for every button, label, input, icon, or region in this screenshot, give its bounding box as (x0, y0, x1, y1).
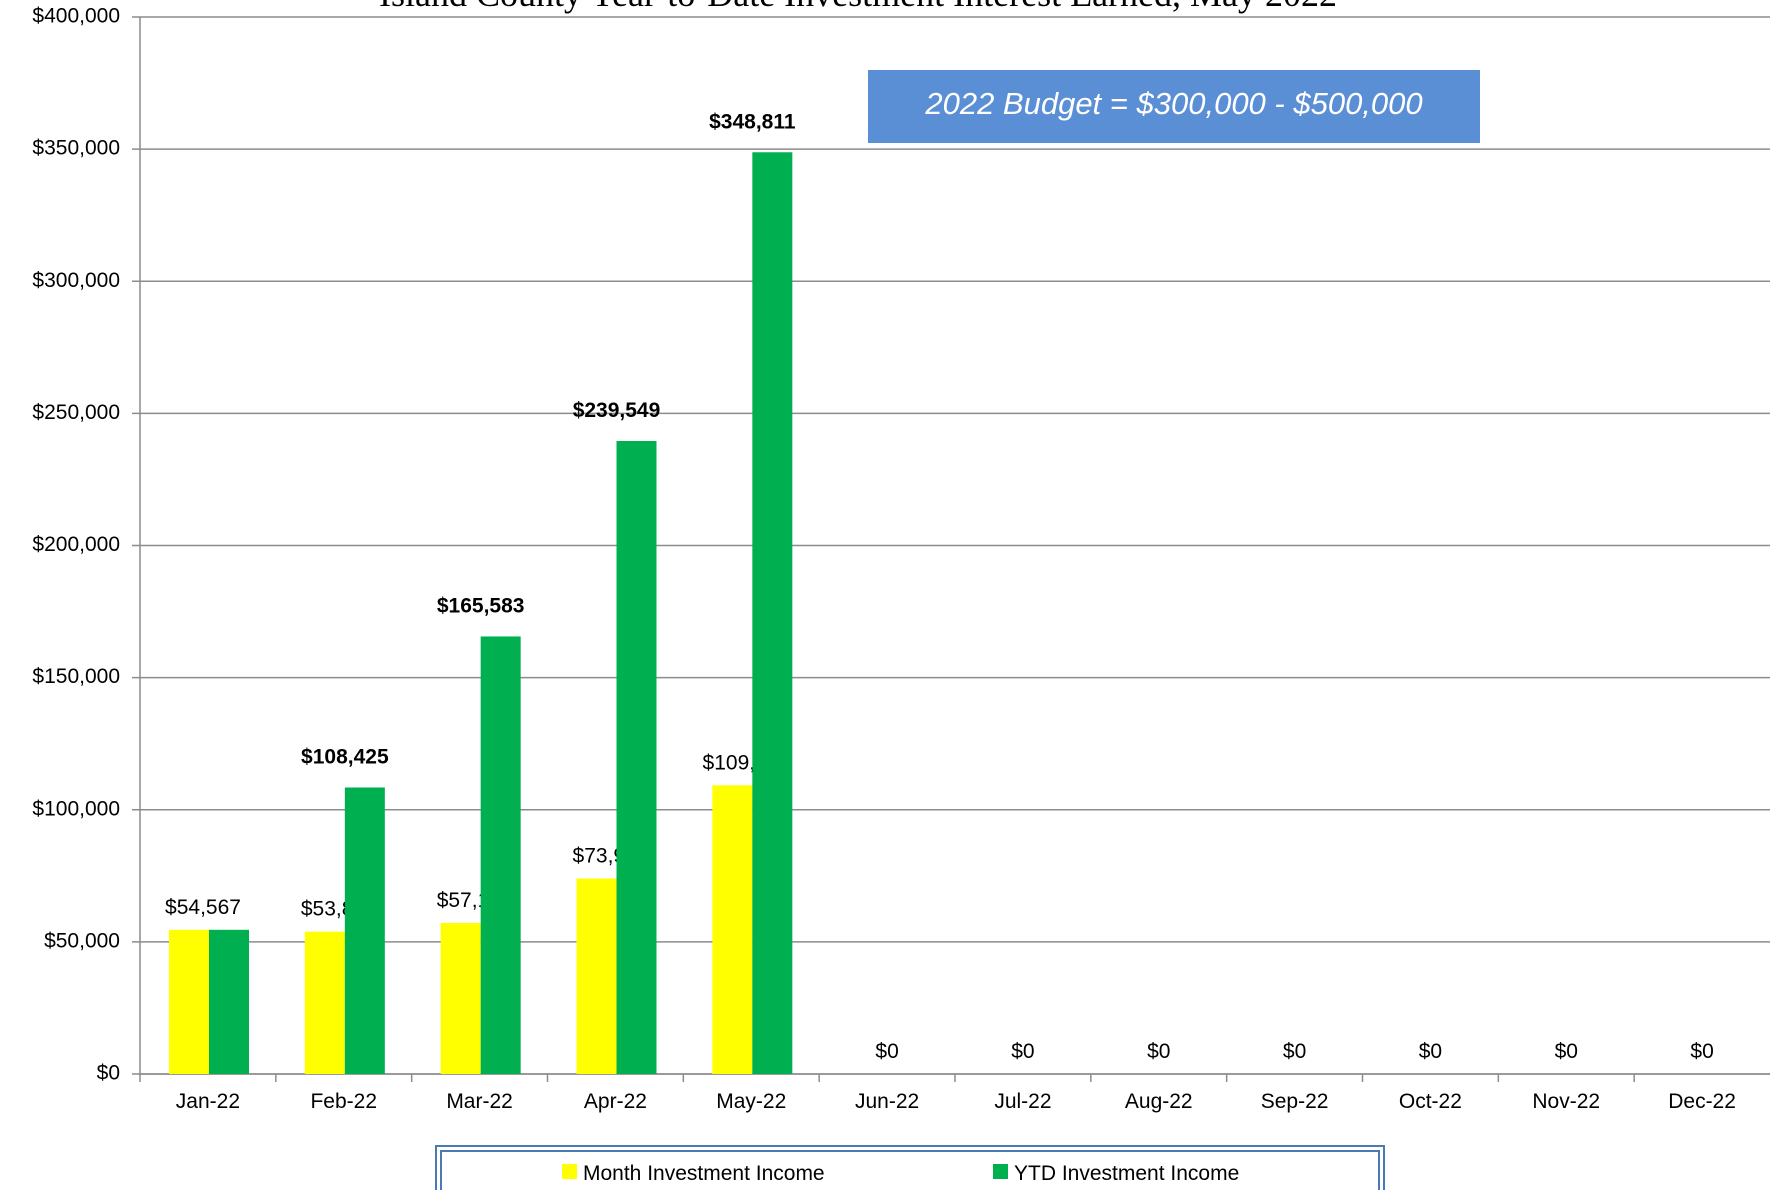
bar (209, 929, 249, 1074)
y-tick-label: $200,000 (32, 533, 120, 556)
legend-box (435, 1145, 1385, 1195)
bar (616, 440, 657, 1074)
x-tick-label: Aug-22 (1125, 1090, 1193, 1113)
y-tick-label: $150,000 (32, 665, 120, 688)
value-label: $165,583 (437, 594, 525, 617)
x-tick-label: Nov-22 (1532, 1090, 1600, 1113)
bar (440, 922, 481, 1074)
x-tick-label: Jun-22 (855, 1090, 919, 1113)
bar (169, 929, 209, 1074)
x-tick-label: Oct-22 (1399, 1090, 1462, 1113)
chart-title: Island County Year-to-Date Investment In… (379, 0, 1337, 14)
value-label: $0 (1283, 1040, 1306, 1063)
bar (712, 785, 753, 1074)
value-label: $348,811 (709, 110, 796, 133)
y-tick-label: $400,000 (32, 5, 120, 28)
value-label: $0 (1147, 1040, 1170, 1063)
legend-swatch (562, 1164, 577, 1179)
value-label: $0 (1690, 1040, 1713, 1063)
legend-swatch (993, 1164, 1008, 1179)
x-tick-label: Feb-22 (310, 1090, 377, 1113)
x-tick-label: Jul-22 (994, 1090, 1051, 1113)
value-label: $0 (1555, 1040, 1578, 1063)
y-tick-label: $50,000 (44, 929, 120, 952)
x-tick-label: Dec-22 (1668, 1090, 1736, 1113)
annotation: 2022 Budget = $300,000 - $500,000 (924, 86, 1422, 121)
y-tick-label: $0 (97, 1062, 120, 1085)
x-tick-label: Jan-22 (176, 1090, 240, 1113)
value-label: $0 (875, 1040, 898, 1063)
y-tick-label: $350,000 (32, 137, 120, 160)
y-tick-label: $100,000 (32, 797, 120, 820)
legend-label: YTD Investment Income (1014, 1162, 1239, 1185)
y-tick-label: $300,000 (32, 269, 120, 292)
bar (304, 931, 345, 1074)
value-label: $0 (1011, 1040, 1034, 1063)
y-tick-label: $250,000 (32, 401, 120, 424)
legend-box-inner (440, 1150, 1380, 1195)
bar (576, 878, 617, 1074)
value-label: $108,425 (301, 745, 389, 768)
bar (752, 152, 793, 1074)
value-label: $0 (1419, 1040, 1442, 1063)
x-tick-label: Sep-22 (1261, 1090, 1329, 1113)
x-tick-label: May-22 (716, 1090, 786, 1113)
bar (480, 636, 521, 1074)
bar (344, 787, 385, 1074)
value-label: $54,567 (165, 896, 241, 919)
annotation-box (868, 70, 1480, 143)
value-label: $239,549 (573, 399, 661, 422)
legend-label: Month Investment Income (583, 1162, 825, 1185)
x-tick-label: Mar-22 (446, 1090, 513, 1113)
x-tick-label: Apr-22 (584, 1090, 647, 1113)
